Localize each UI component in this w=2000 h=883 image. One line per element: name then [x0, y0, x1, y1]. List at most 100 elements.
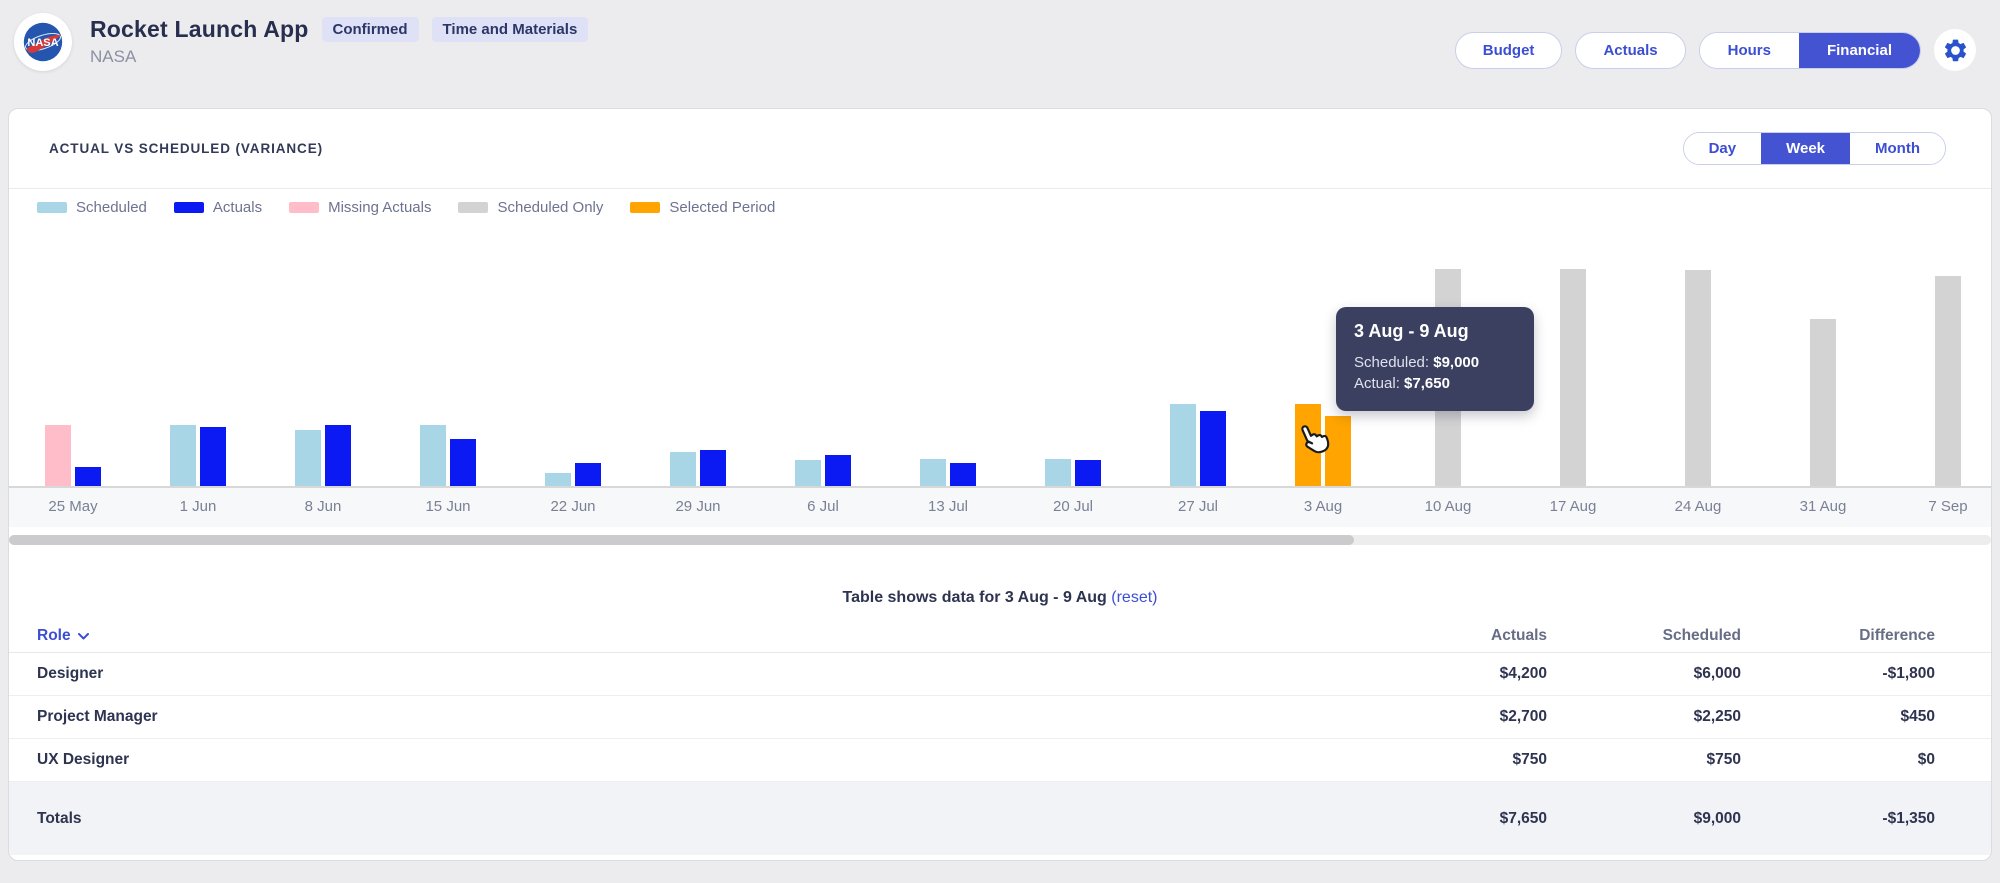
difference-cell: -$1,800 — [1882, 665, 1935, 682]
day-tab[interactable]: Day — [1683, 133, 1762, 164]
bar-scheduled-scheduled[interactable] — [1045, 459, 1071, 486]
bar-actual-actual[interactable] — [1200, 411, 1226, 486]
hours-tab[interactable]: Hours — [1699, 32, 1799, 68]
hours-financial-toggle: Hours Financial — [1698, 31, 1921, 69]
scheduled-cell: $750 — [1706, 751, 1741, 768]
totals-difference: -$1,350 — [1882, 809, 1935, 827]
totals-row: Totals $7,650 $9,000 -$1,350 — [9, 782, 1991, 855]
bar-scheduled_only-scheduled[interactable] — [1685, 270, 1711, 486]
scheduled-cell: $6,000 — [1693, 665, 1741, 682]
x-axis-label: 8 Jun — [304, 498, 342, 515]
chart-axis: 25 May 1 Jun 8 Jun 15 Jun 22 Jun 29 Jun 6 Jul 1… — [9, 486, 1991, 527]
actuals-cell: $2,700 — [1499, 708, 1547, 725]
roles-table: Role Actuals Scheduled Difference Design… — [9, 620, 1991, 855]
x-axis-label: 3 Aug — [1303, 498, 1343, 515]
bar-scheduled_only-scheduled[interactable] — [1560, 269, 1586, 486]
bar-actual-actual[interactable] — [75, 467, 101, 486]
totals-label: Totals — [37, 809, 82, 827]
bar-scheduled-scheduled[interactable] — [920, 459, 946, 486]
table-caption-text: Table shows data for 3 Aug - 9 Aug — [842, 589, 1107, 606]
x-axis-label: 7 Sep — [1928, 498, 1968, 515]
week-tab[interactable]: Week — [1761, 133, 1851, 164]
bar-scheduled-scheduled[interactable] — [670, 452, 696, 486]
actuals-cell: $4,200 — [1499, 665, 1547, 682]
scrollbar-thumb[interactable] — [9, 535, 1354, 545]
x-axis-label: 6 Jul — [807, 498, 839, 515]
table-header-row: Role Actuals Scheduled Difference — [9, 620, 1991, 653]
chart-title: ACTUAL VS SCHEDULED (VARIANCE) — [49, 141, 324, 156]
chart-tooltip: 3 Aug - 9 Aug Scheduled: $9,000 Actual: … — [1336, 307, 1534, 411]
x-axis-label: 24 Aug — [1674, 498, 1722, 515]
missing-actuals-swatch-icon — [289, 201, 320, 213]
x-axis-label: 1 Jun — [179, 498, 217, 515]
bar-selected-actual[interactable] — [1325, 416, 1351, 486]
status-badge-contract-type: Time and Materials — [431, 17, 589, 42]
bar-actual-actual[interactable] — [575, 463, 601, 486]
table-row: Designer $4,200 $6,000 -$1,800 — [9, 653, 1991, 696]
bar-actual-actual[interactable] — [825, 455, 851, 486]
bar-scheduled-scheduled[interactable] — [795, 460, 821, 486]
bar-actual-actual[interactable] — [200, 427, 226, 486]
actuals-column-header: Actuals — [1491, 627, 1547, 644]
chevron-down-icon — [77, 632, 89, 639]
role-cell: UX Designer — [37, 751, 130, 768]
x-axis-label: 25 May — [48, 498, 98, 515]
header-actions: Budget Actuals Hours Financial — [1454, 29, 1976, 71]
scheduled-column-header: Scheduled — [1662, 627, 1741, 644]
tooltip-actual-line: Actual: $7,650 — [1354, 375, 1450, 392]
bar-scheduled_only-scheduled[interactable] — [1935, 276, 1961, 486]
role-column-header[interactable]: Role — [37, 627, 1353, 645]
bar-missing-scheduled[interactable] — [45, 425, 71, 486]
period-toggle: Day Week Month — [1682, 132, 1946, 165]
difference-column-header: Difference — [1859, 627, 1935, 644]
bar-scheduled-scheduled[interactable] — [170, 425, 196, 486]
actuals-button[interactable]: Actuals — [1575, 31, 1686, 69]
scheduled-only-swatch-icon — [458, 201, 489, 213]
table-caption: Table shows data for 3 Aug - 9 Aug (rese… — [9, 589, 1991, 607]
legend-label: Missing Actuals — [328, 198, 432, 216]
role-cell: Designer — [37, 665, 104, 682]
totals-actuals: $7,650 — [1499, 809, 1547, 827]
month-tab[interactable]: Month — [1850, 133, 1945, 164]
bar-scheduled-scheduled[interactable] — [1170, 404, 1196, 486]
legend-label: Scheduled Only — [497, 198, 604, 216]
chart-scrollbar[interactable] — [9, 535, 1991, 545]
x-axis-label: 22 Jun — [550, 498, 596, 515]
bar-actual-actual[interactable] — [950, 463, 976, 486]
legend-item-scheduled: Scheduled — [37, 199, 147, 216]
reset-link[interactable]: (reset) — [1111, 589, 1158, 606]
status-badge-confirmed: Confirmed — [321, 17, 419, 42]
org-name: NASA — [90, 47, 137, 66]
bar-actual-actual[interactable] — [325, 425, 351, 486]
x-axis-label: 15 Jun — [425, 498, 471, 515]
x-axis-label: 31 Aug — [1799, 498, 1847, 515]
totals-scheduled: $9,000 — [1693, 809, 1741, 827]
nasa-logo-icon: NASA — [23, 22, 63, 62]
financial-tab[interactable]: Financial — [1798, 32, 1920, 68]
gear-icon — [1944, 39, 1966, 61]
bar-scheduled-scheduled[interactable] — [545, 473, 571, 486]
x-axis-label: 17 Aug — [1549, 498, 1597, 515]
actuals-cell: $750 — [1512, 751, 1547, 768]
legend-label: Actuals — [212, 198, 263, 216]
legend-label: Scheduled — [76, 198, 147, 216]
bar-actual-actual[interactable] — [1075, 460, 1101, 486]
bar-scheduled-scheduled[interactable] — [420, 425, 446, 486]
budget-button[interactable]: Budget — [1454, 31, 1563, 69]
cursor-pointer-icon — [1301, 425, 1330, 454]
title-block: Rocket Launch App Confirmed Time and Mat… — [90, 16, 589, 67]
chart-plot-area: 3 Aug - 9 Aug Scheduled: $9,000 Actual: … — [9, 225, 1991, 486]
bar-actual-actual[interactable] — [450, 439, 476, 486]
bar-actual-actual[interactable] — [700, 450, 726, 486]
legend-item-missing-actuals: Missing Actuals — [289, 199, 431, 216]
svg-text:NASA: NASA — [27, 37, 58, 49]
scheduled-cell: $2,250 — [1693, 708, 1741, 725]
settings-button[interactable] — [1934, 29, 1976, 71]
legend-item-selected-period: Selected Period — [630, 199, 775, 216]
x-axis-label: 20 Jul — [1052, 498, 1094, 515]
chart-plot — [9, 225, 1991, 486]
bar-scheduled_only-scheduled[interactable] — [1810, 319, 1836, 486]
bar-scheduled-scheduled[interactable] — [295, 430, 321, 486]
tooltip-title: 3 Aug - 9 Aug — [1354, 321, 1469, 341]
x-axis-label: 29 Jun — [675, 498, 721, 515]
